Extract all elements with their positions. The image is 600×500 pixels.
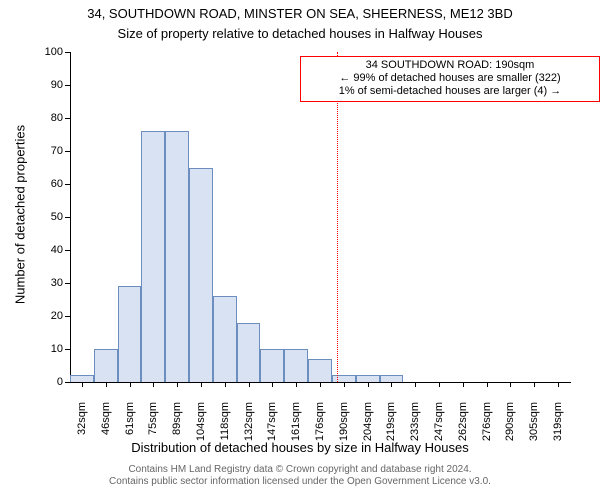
ytick-label: 10: [28, 343, 63, 355]
ytick-mark: [65, 283, 70, 284]
histogram-bar: [70, 375, 94, 382]
copyright-notice: Contains HM Land Registry data © Crown c…: [0, 464, 600, 488]
ytick-label: 20: [28, 310, 63, 322]
xtick-mark: [463, 382, 464, 387]
xtick-label: 46sqm: [100, 402, 112, 452]
info-box-line: 1% of semi-detached houses are larger (4…: [305, 85, 595, 98]
histogram-bar: [332, 375, 356, 382]
histogram-bar: [260, 349, 284, 382]
ytick-mark: [65, 250, 70, 251]
histogram-bar: [356, 375, 380, 382]
histogram-bar: [189, 168, 213, 383]
xtick-label: 89sqm: [171, 402, 183, 452]
info-box-line: 34 SOUTHDOWN ROAD: 190sqm: [305, 59, 595, 72]
histogram-bar: [213, 296, 237, 382]
copyright-line-2: Contains public sector information licen…: [0, 476, 600, 488]
ytick-label: 30: [28, 277, 63, 289]
ytick-label: 100: [28, 46, 63, 58]
histogram-bar: [118, 286, 142, 382]
xtick-label: 319sqm: [552, 402, 564, 452]
histogram-bar: [165, 131, 189, 382]
ytick-label: 0: [28, 376, 63, 388]
xtick-label: 219sqm: [385, 402, 397, 452]
xtick-label: 161sqm: [290, 402, 302, 452]
xtick-mark: [130, 382, 131, 387]
xtick-mark: [177, 382, 178, 387]
xtick-label: 61sqm: [124, 402, 136, 452]
info-box-line: ← 99% of detached houses are smaller (32…: [305, 72, 595, 85]
histogram-bar: [380, 375, 404, 382]
xtick-label: 204sqm: [362, 402, 374, 452]
ytick-mark: [65, 118, 70, 119]
ytick-mark: [65, 85, 70, 86]
xtick-label: 190sqm: [338, 402, 350, 452]
xtick-label: 118sqm: [219, 402, 231, 452]
ytick-mark: [65, 184, 70, 185]
xtick-label: 32sqm: [76, 402, 88, 452]
histogram-bar: [284, 349, 308, 382]
ytick-label: 80: [28, 112, 63, 124]
info-box: 34 SOUTHDOWN ROAD: 190sqm← 99% of detach…: [300, 56, 600, 102]
xtick-mark: [344, 382, 345, 387]
copyright-line-1: Contains HM Land Registry data © Crown c…: [0, 464, 600, 476]
ytick-label: 50: [28, 211, 63, 223]
xtick-label: 305sqm: [528, 402, 540, 452]
xtick-label: 147sqm: [266, 402, 278, 452]
ytick-label: 70: [28, 145, 63, 157]
xtick-mark: [368, 382, 369, 387]
xtick-mark: [201, 382, 202, 387]
xtick-mark: [296, 382, 297, 387]
xtick-mark: [82, 382, 83, 387]
ytick-label: 40: [28, 244, 63, 256]
xtick-mark: [439, 382, 440, 387]
histogram-bar: [141, 131, 165, 382]
xtick-label: 290sqm: [504, 402, 516, 452]
y-axis-label: Number of detached properties: [13, 115, 28, 315]
xtick-label: 233sqm: [409, 402, 421, 452]
ytick-mark: [65, 349, 70, 350]
xtick-mark: [249, 382, 250, 387]
xtick-label: 176sqm: [314, 402, 326, 452]
xtick-mark: [106, 382, 107, 387]
xtick-mark: [534, 382, 535, 387]
xtick-label: 132sqm: [243, 402, 255, 452]
ytick-label: 60: [28, 178, 63, 190]
xtick-label: 262sqm: [457, 402, 469, 452]
xtick-mark: [415, 382, 416, 387]
ytick-mark: [65, 382, 70, 383]
xtick-mark: [558, 382, 559, 387]
ytick-label: 90: [28, 79, 63, 91]
xtick-label: 247sqm: [433, 402, 445, 452]
ytick-mark: [65, 52, 70, 53]
ytick-mark: [65, 316, 70, 317]
histogram-bar: [308, 359, 332, 382]
title-line-1: 34, SOUTHDOWN ROAD, MINSTER ON SEA, SHEE…: [0, 6, 600, 21]
histogram-bar: [237, 323, 261, 382]
xtick-mark: [153, 382, 154, 387]
xtick-mark: [391, 382, 392, 387]
xtick-mark: [272, 382, 273, 387]
xtick-mark: [487, 382, 488, 387]
figure: 34, SOUTHDOWN ROAD, MINSTER ON SEA, SHEE…: [0, 0, 600, 500]
xtick-mark: [225, 382, 226, 387]
xtick-label: 75sqm: [147, 402, 159, 452]
xtick-mark: [320, 382, 321, 387]
xtick-label: 104sqm: [195, 402, 207, 452]
xtick-mark: [510, 382, 511, 387]
histogram-bar: [94, 349, 118, 382]
ytick-mark: [65, 217, 70, 218]
title-line-2: Size of property relative to detached ho…: [0, 26, 600, 41]
xtick-label: 276sqm: [481, 402, 493, 452]
ytick-mark: [65, 151, 70, 152]
